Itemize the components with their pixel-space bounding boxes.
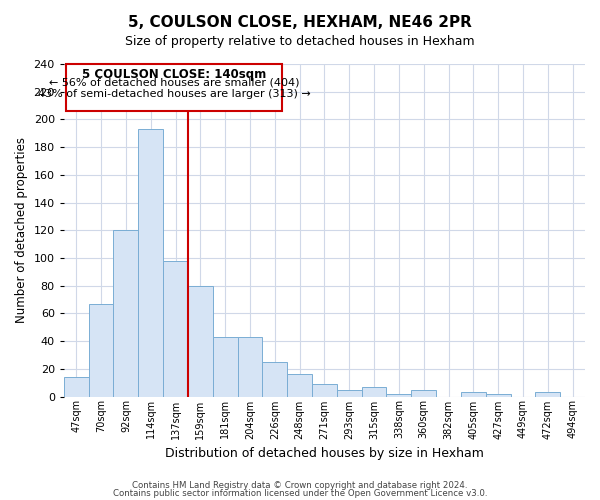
Bar [89,304,113,396]
FancyBboxPatch shape [67,64,282,111]
X-axis label: Distribution of detached houses by size in Hexham: Distribution of detached houses by size … [165,447,484,460]
Bar [362,387,386,396]
Text: Contains public sector information licensed under the Open Government Licence v3: Contains public sector information licen… [113,489,487,498]
Bar [486,394,511,396]
Bar [113,230,138,396]
Text: 5 COULSON CLOSE: 140sqm: 5 COULSON CLOSE: 140sqm [82,68,266,81]
Bar [188,286,213,397]
Bar [163,260,188,396]
Bar [287,374,312,396]
Text: 43% of semi-detached houses are larger (313) →: 43% of semi-detached houses are larger (… [38,89,311,99]
Bar [64,377,89,396]
Y-axis label: Number of detached properties: Number of detached properties [15,138,28,324]
Bar [262,362,287,396]
Bar [386,394,411,396]
Text: Contains HM Land Registry data © Crown copyright and database right 2024.: Contains HM Land Registry data © Crown c… [132,480,468,490]
Bar [238,337,262,396]
Bar [312,384,337,396]
Bar [213,337,238,396]
Text: Size of property relative to detached houses in Hexham: Size of property relative to detached ho… [125,35,475,48]
Bar [337,390,362,396]
Text: ← 56% of detached houses are smaller (404): ← 56% of detached houses are smaller (40… [49,78,299,88]
Bar [411,390,436,396]
Bar [461,392,486,396]
Bar [138,129,163,396]
Text: 5, COULSON CLOSE, HEXHAM, NE46 2PR: 5, COULSON CLOSE, HEXHAM, NE46 2PR [128,15,472,30]
Bar [535,392,560,396]
